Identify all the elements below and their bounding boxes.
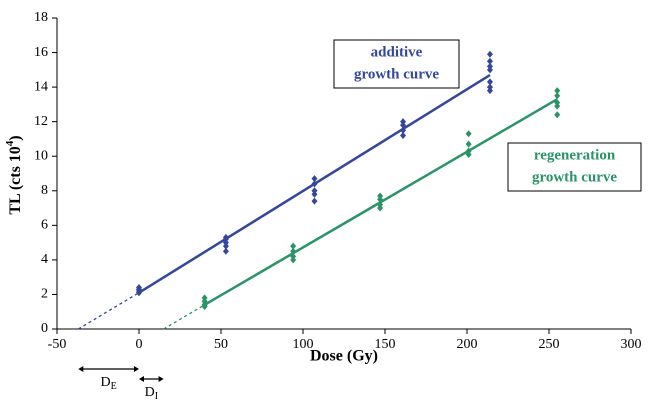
y-tick-label: 12 <box>34 114 48 129</box>
y-tick-label: 4 <box>41 252 48 267</box>
y-tick-label: 0 <box>41 321 48 336</box>
data-point <box>465 130 472 138</box>
x-tick-label: 150 <box>375 337 396 352</box>
data-point <box>222 247 229 255</box>
fit-line <box>203 98 558 306</box>
fit-extrapolation <box>163 304 205 330</box>
data-point <box>290 247 297 255</box>
legend-label: additive <box>371 44 423 60</box>
legend-label: growth curve <box>354 66 439 82</box>
data-point <box>554 87 561 95</box>
data-point <box>554 111 561 119</box>
data-point <box>400 131 407 139</box>
interval-label: DE <box>101 375 117 392</box>
data-point <box>377 201 384 209</box>
legend-box <box>507 142 642 192</box>
data-point <box>486 83 493 91</box>
y-axis-label: TL (cts 104) <box>4 135 24 214</box>
data-point <box>311 187 318 195</box>
y-tick-label: 16 <box>34 45 48 60</box>
interval-label-main: D <box>145 385 155 400</box>
data-point <box>136 284 142 292</box>
interval-label: DI <box>145 385 158 401</box>
y-tick-label: 6 <box>41 218 48 233</box>
x-tick-label: 250 <box>539 337 560 352</box>
x-tick-label: 100 <box>293 337 314 352</box>
data-point <box>311 197 318 205</box>
y-tick-label: 14 <box>34 79 48 94</box>
legend-box <box>333 39 460 89</box>
data-point <box>400 118 407 126</box>
data-point <box>486 57 493 65</box>
x-tick-label: 300 <box>621 337 642 352</box>
x-tick-label: 0 <box>136 337 143 352</box>
data-point <box>465 140 472 148</box>
data-point <box>290 242 297 250</box>
data-point <box>311 175 318 183</box>
data-point <box>290 252 297 260</box>
y-label-sup: 4 <box>4 140 16 146</box>
x-axis-label: Dose (Gy) <box>310 348 378 365</box>
data-point <box>554 92 561 100</box>
y-tick-label: 18 <box>34 10 48 25</box>
x-tick-label: 50 <box>214 337 228 352</box>
y-tick-label: 2 <box>41 287 48 302</box>
data-point <box>486 62 493 70</box>
y-label-text: TL (cts 10 <box>7 146 24 214</box>
data-point <box>222 233 229 241</box>
interval-label-sub: E <box>111 381 117 392</box>
y-label-end: ) <box>7 135 24 140</box>
data-point <box>486 78 493 86</box>
x-tick-label: -50 <box>48 337 67 352</box>
y-tick-label: 10 <box>34 148 48 163</box>
legend-label: regeneration <box>534 147 616 163</box>
data-point <box>486 50 493 58</box>
fit-extrapolation <box>77 292 140 330</box>
data-point <box>201 294 208 302</box>
data-point <box>311 180 318 188</box>
interval-label-sub: I <box>155 391 158 401</box>
x-tick-label: 200 <box>457 337 478 352</box>
interval-label-main: D <box>101 375 111 390</box>
y-tick-label: 8 <box>41 183 48 198</box>
arrow-head <box>139 376 164 382</box>
legend-label: growth curve <box>532 169 617 185</box>
data-point <box>465 147 472 155</box>
data-point <box>400 126 407 134</box>
data-point <box>554 99 561 107</box>
data-point <box>377 192 384 200</box>
